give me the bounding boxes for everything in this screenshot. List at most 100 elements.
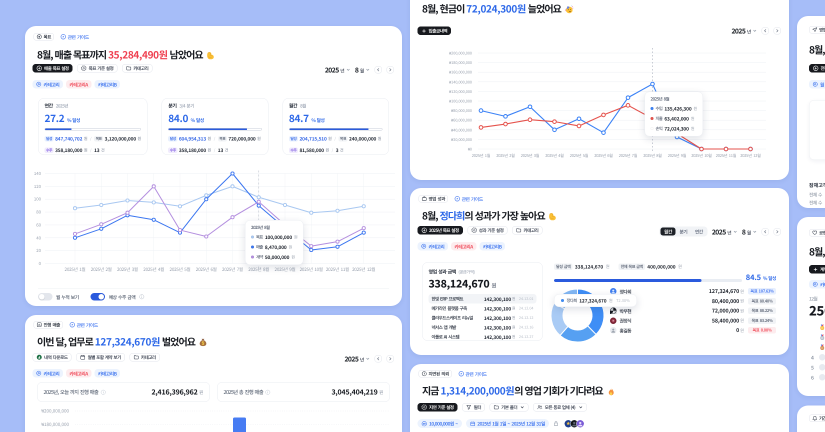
cash-chart-tooltip: 2025년 8월 수입 135,426,300 원 지출 63,402,000 원 손익 72…	[644, 91, 704, 137]
toolbar-button[interactable]: 2025년 목표 설정	[417, 226, 463, 235]
plus-icon	[813, 267, 818, 272]
svg-text:₩200,000,000: ₩200,000,000	[41, 409, 70, 415]
svg-text:2025년 2월: 2025년 2월	[496, 153, 515, 159]
toolbar-button[interactable]: 필터	[462, 403, 486, 412]
assignee-avatars[interactable]	[563, 419, 585, 428]
svg-text:2025년 10월: 2025년 10월	[300, 267, 323, 273]
rank-row[interactable]: 4권정식	[809, 352, 825, 362]
conversion-setting-button[interactable]: 전환 기준 설정	[809, 64, 825, 73]
category-chip[interactable]: 카테고리	[809, 280, 825, 289]
deal-row[interactable]: 클라우드스케이프 리뉴얼 142,300,100 원 24.12.12	[431, 314, 534, 322]
chevron-right-icon	[775, 229, 780, 234]
svg-text:2025년 10월: 2025년 10월	[691, 153, 712, 159]
next-month-button[interactable]	[773, 227, 781, 236]
rank-row[interactable]: 정다희	[809, 322, 825, 332]
toolbar-button[interactable]: 모든 동료 업체 (4)	[533, 403, 587, 412]
avatar	[575, 419, 585, 428]
goal-progress-bar	[288, 128, 383, 131]
toolbar-button[interactable]: 매출 목표 설정	[32, 64, 73, 73]
svg-text:2025년 5월: 2025년 5월	[170, 267, 191, 273]
next-month-button[interactable]	[386, 65, 394, 74]
prev-month-button[interactable]	[374, 65, 382, 74]
deal-row[interactable]: 한빛 ERP 프로젝트 142,300,100 원 24.12.01	[428, 294, 537, 304]
cash-history-button[interactable]: 입출금내역	[417, 26, 452, 35]
toolbar-button[interactable]: 성과 기준 설정	[467, 226, 508, 235]
amount-filter-chip[interactable]: 10,000,000원 ~	[417, 419, 462, 428]
category-chip[interactable]: 카테고리B	[94, 80, 121, 89]
prev-year-button[interactable]	[374, 354, 382, 363]
category-chip[interactable]: 카테고리	[32, 80, 63, 89]
year-select[interactable]: 2025 년	[712, 227, 738, 237]
category-chip[interactable]: 카테고리	[32, 369, 63, 378]
svg-text:₩40,000,000: ₩40,000,000	[450, 128, 472, 133]
category-chip[interactable]: 카테고리B	[94, 369, 121, 378]
delayed-badge: 지연된 의뢰	[418, 370, 452, 378]
svg-text:₩20,000,000: ₩20,000,000	[450, 138, 472, 143]
plus-circle-icon	[813, 66, 819, 72]
category-chip[interactable]: 카테고리A	[450, 242, 477, 251]
svg-text:₩180,000,000: ₩180,000,000	[448, 61, 472, 66]
sales-progress-labels: 달성 금액 338,124,670 원 전체 목표 금액 400,000,000 원	[554, 263, 683, 270]
cash-title: 8월, 현금이 72,024,300원 늘었어요	[422, 1, 573, 16]
toolbar-button[interactable]: 카테고리	[511, 226, 543, 235]
delayed-filter-chips: 10,000,000원 ~ 2025년 1월 1일 ~ 2025년 12월 31…	[417, 419, 585, 428]
next-year-button[interactable]	[386, 354, 394, 363]
year-select[interactable]: 2025 년	[325, 65, 351, 75]
category-chip[interactable]: 월 역산 보기	[809, 80, 825, 89]
person-row[interactable]: 권정식 58,400,000 원 목표 83.24%	[610, 316, 776, 326]
segment-option[interactable]: 월간	[660, 227, 676, 236]
goal-toolbar: 매출 목표 설정 목표 기준 설정 카테고리	[32, 64, 153, 73]
contract-setting-button[interactable]: 계약 기준 설정	[809, 265, 825, 274]
rank-row[interactable]: 박우현	[809, 342, 825, 352]
people-icon	[537, 405, 543, 411]
heart-icon	[812, 230, 818, 236]
prev-year-button[interactable]	[761, 26, 769, 35]
rank-row[interactable]: 6김서준	[809, 372, 825, 382]
deal-row[interactable]: 메가라인 플랫폼 구축 142,300,100 원 24.12.04	[431, 304, 534, 312]
next-year-button[interactable]	[773, 26, 781, 35]
toolbar-button[interactable]: 기본 폴더	[489, 403, 529, 412]
category-chip[interactable]: 카테고리B	[479, 242, 506, 251]
category-icon	[813, 82, 819, 88]
won-icon	[422, 421, 428, 427]
toolbar-button[interactable]: 목표 기준 설정	[77, 64, 118, 73]
toggle-switch[interactable]: 예상 수주 금액	[90, 293, 145, 301]
rank-row[interactable]: 5홍길동	[809, 362, 825, 372]
goal-title: 8월, 매출 목표까지 35,284,490원 남았어요	[37, 47, 215, 62]
deal-row[interactable]: 아폴로 AI 시스템 142,300,100 원 24.12.27	[431, 333, 534, 341]
funnel-row: 전체 수	[809, 199, 822, 206]
guide-link[interactable]: 관련 가이드	[458, 370, 487, 377]
toggle-switch[interactable]: 월 누적 보기	[38, 293, 79, 301]
svg-text:₩120,000,000: ₩120,000,000	[448, 90, 472, 95]
contribution-badge: 공헌 이익	[809, 229, 825, 237]
toolbar-button[interactable]: 카테고리	[121, 64, 153, 73]
segment-option[interactable]: 연간	[694, 228, 703, 235]
toolbar-button[interactable]: 카테고리	[129, 353, 160, 362]
toolbar-button[interactable]: 지연 기준 설정	[417, 403, 458, 412]
person-row[interactable]: 정다희 127,324,670 원 목표 107.63%	[610, 287, 776, 297]
guide-link[interactable]: 관련 가이드	[61, 33, 89, 40]
year-select[interactable]: 2025 년	[731, 26, 757, 36]
guide-link[interactable]: 관련 가이드	[455, 195, 483, 202]
toolbar-button[interactable]: 내역 다운로드	[32, 353, 72, 362]
person-row[interactable]: 박우현 72,000,000 원 목표 88.22%	[610, 306, 776, 316]
guide-icon	[455, 196, 461, 202]
category-chip[interactable]: 카테고리A	[65, 80, 92, 89]
person-row[interactable]: 홍길동 0 원 목표 0.00%	[610, 326, 776, 336]
prev-month-button[interactable]	[761, 227, 769, 236]
deal-row[interactable]: 넥서스 앱 개발 142,300,100 원 24.12.16	[431, 323, 534, 331]
folder-icon	[133, 355, 139, 361]
segment-option[interactable]: 분기	[679, 228, 688, 235]
rank-row[interactable]: 한성	[809, 332, 825, 342]
category-chip[interactable]: 카테고리	[417, 242, 448, 251]
category-chip[interactable]: 카테고리A	[65, 369, 92, 378]
toolbar-button[interactable]: 월별 포함 계약 보기	[76, 353, 125, 362]
guide-link[interactable]: 관련 가이드	[70, 321, 98, 328]
svg-text:2025년 3월: 2025년 3월	[117, 267, 138, 273]
chevron-down-icon	[578, 405, 583, 410]
date-range-filter-chip[interactable]: 2025년 1월 1일 ~ 2025년 12월 31일	[465, 419, 549, 428]
year-select[interactable]: 2025 년	[344, 354, 370, 364]
svg-text:2025년 1월: 2025년 1월	[65, 267, 86, 273]
